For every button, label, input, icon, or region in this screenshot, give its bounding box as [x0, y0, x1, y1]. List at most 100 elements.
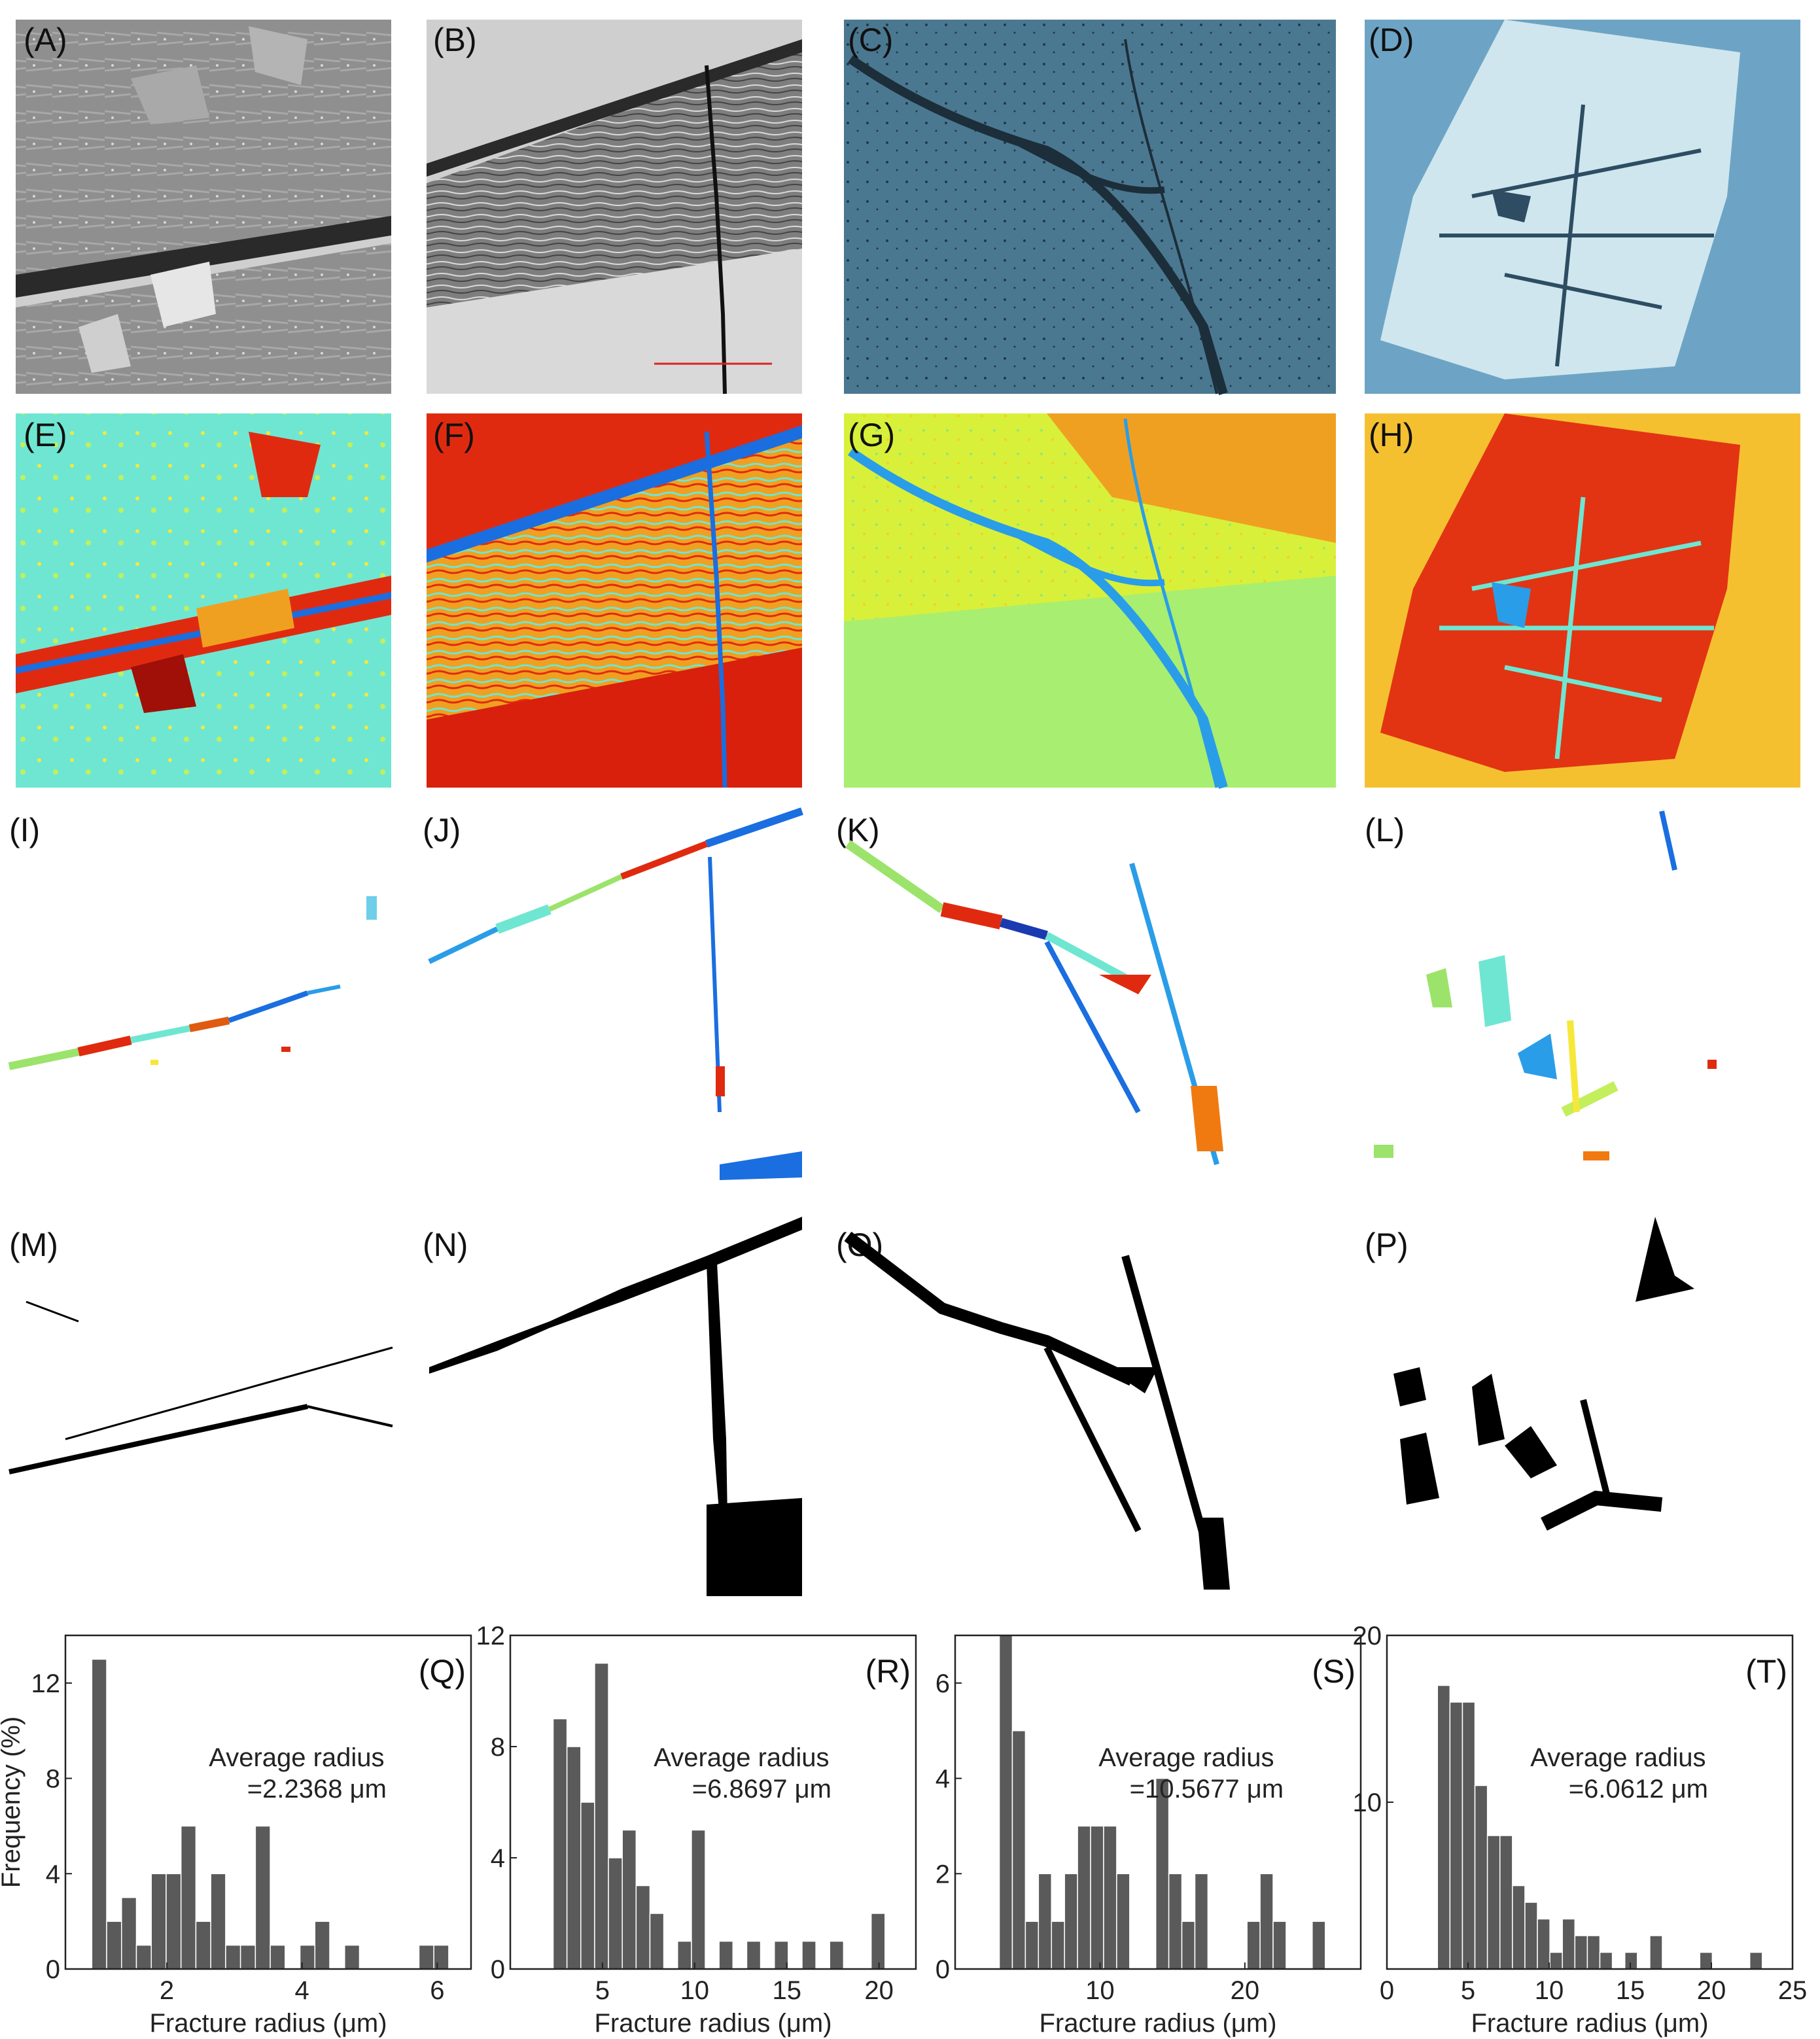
histogram-bar	[1181, 1921, 1196, 1970]
micrograph-a: (A)	[16, 20, 391, 394]
panel-label-h: (H)	[1369, 417, 1414, 453]
x-axis-label: Fracture radius (μm)	[149, 2009, 387, 2038]
histogram-row: 2 4 6 0 4 8 12 Fracture radius (μm) Frequency (%…	[0, 1622, 1807, 2038]
histogram-bar	[433, 1944, 449, 1970]
histogram-bar	[580, 1802, 595, 1970]
binary-mask-m: (M)	[9, 1227, 393, 1474]
plot-frame	[509, 1634, 917, 1970]
y-tick-label: 0	[46, 1955, 60, 1984]
chart-panel-label: (T)	[1745, 1653, 1787, 1690]
histogram-r: 5 10 15 20 0 4 8 12 Fracture radius (μm) (R) Avera…	[476, 1622, 917, 2038]
histogram-bar	[418, 1944, 434, 1970]
histogram-bar	[1090, 1825, 1104, 1970]
plot-frame	[64, 1634, 472, 1970]
panel-label-n: (N)	[423, 1227, 468, 1263]
histogram-bar	[1194, 1873, 1209, 1970]
histogram-bar	[1168, 1873, 1183, 1970]
histogram-bar	[566, 1746, 582, 1970]
histogram-bar	[180, 1825, 197, 1970]
average-radius-label: Average radius	[1530, 1743, 1706, 1772]
histogram-bar	[166, 1873, 182, 1970]
histogram-bar	[1077, 1825, 1091, 1970]
binary-mask-p: (P)	[1365, 1217, 1694, 1531]
y-tick-label: 12	[476, 1622, 506, 1650]
histogram-bar	[314, 1921, 330, 1970]
heatmap-g: (G)	[844, 413, 1336, 789]
histogram-bar	[1116, 1873, 1130, 1970]
histogram-bar	[1486, 1835, 1501, 1970]
histogram-bar	[1499, 1835, 1513, 1970]
panel-label-m: (M)	[9, 1227, 58, 1263]
histogram-bar	[1103, 1825, 1117, 1970]
y-tick-label: 8	[46, 1765, 60, 1794]
histogram-bar	[1038, 1873, 1052, 1970]
y-tick-label: 0	[936, 1955, 950, 1984]
x-tick-label: 15	[1616, 1976, 1645, 2005]
panel-label-c: (C)	[848, 22, 893, 58]
histogram-bar	[344, 1944, 360, 1970]
y-tick-label: 20	[1353, 1622, 1382, 1650]
histogram-q: 2 4 6 0 4 8 12 Fracture radius (μm) Frequency (%…	[0, 1634, 472, 2038]
x-tick-label: 0	[1380, 1976, 1394, 2005]
micrograph-c: (C)	[844, 20, 1336, 395]
chart-panel-label: (S)	[1312, 1653, 1356, 1690]
micrograph-b: (B)	[427, 20, 802, 394]
segmented-pores-k: (K)	[836, 812, 1223, 1166]
histogram-bar	[1461, 1701, 1476, 1970]
histogram-bar	[1524, 1902, 1538, 1970]
histogram-bar	[106, 1921, 122, 1970]
panel-label-e: (E)	[24, 417, 67, 453]
histogram-bar	[677, 1940, 692, 1970]
histogram-s: 10 20 0 2 4 6 Fracture radius (μm) (S) Average r…	[936, 1634, 1362, 2038]
x-tick-label: 10	[1535, 1976, 1564, 2005]
histogram-bar	[870, 1913, 886, 1970]
x-tick-label: 6	[430, 1976, 444, 2005]
x-tick-label: 20	[1697, 1976, 1726, 2005]
histogram-bar	[91, 1658, 107, 1970]
histogram-bar	[1624, 1951, 1638, 1970]
histogram-bar	[1562, 1918, 1576, 1970]
average-radius-value: =10.5677 μm	[1130, 1775, 1284, 1804]
binary-mask-o: (O)	[836, 1227, 1230, 1590]
histogram-bar	[1437, 1684, 1451, 1970]
y-tick-label: 2	[936, 1860, 950, 1889]
histogram-bar	[691, 1829, 706, 1970]
x-tick-label: 10	[1085, 1976, 1115, 2005]
x-tick-label: 4	[295, 1976, 309, 2005]
histogram-bar	[1574, 1935, 1588, 1970]
panel-label-b: (B)	[433, 22, 477, 58]
average-radius-label: Average radius	[1098, 1743, 1274, 1772]
x-tick-label: 15	[772, 1976, 801, 2005]
histogram-bar	[829, 1940, 845, 1970]
average-radius-value: =2.2368 μm	[247, 1775, 387, 1804]
chart-panel-label: (R)	[866, 1653, 911, 1690]
y-tick-label: 4	[936, 1765, 950, 1794]
histogram-bar	[1586, 1935, 1601, 1970]
x-tick-label: 5	[595, 1976, 610, 2005]
x-tick-label: 25	[1778, 1976, 1808, 2005]
histogram-bar	[1011, 1730, 1026, 1970]
panel-label-l: (L)	[1365, 812, 1405, 848]
histogram-bar	[718, 1940, 734, 1970]
histogram-bar	[225, 1944, 241, 1970]
segmented-pores-j: (J)	[423, 807, 803, 1180]
heatmap-f: (F)	[427, 413, 802, 788]
x-axis-label: Fracture radius (μm)	[1471, 2009, 1708, 2038]
x-axis-label: Fracture radius (μm)	[594, 2009, 831, 2038]
panel-label-j: (J)	[423, 812, 461, 848]
histogram-bar	[1749, 1951, 1763, 1970]
histogram-bar	[254, 1825, 271, 1970]
histogram-bar	[1599, 1951, 1613, 1970]
histogram-bar	[608, 1857, 623, 1970]
micrograph-d: (D)	[1365, 20, 1800, 394]
y-tick-label: 4	[46, 1860, 60, 1889]
histogram-bar	[239, 1944, 256, 1970]
panel-label-d: (D)	[1369, 22, 1414, 58]
histogram-bar	[1549, 1951, 1563, 1970]
panel-label-k: (K)	[836, 812, 880, 848]
histogram-bar	[635, 1885, 651, 1970]
panel-label-a: (A)	[24, 22, 67, 58]
histogram-bar	[1272, 1921, 1287, 1970]
heatmap-h: (H)	[1365, 413, 1800, 788]
histogram-bar	[1537, 1918, 1550, 1970]
